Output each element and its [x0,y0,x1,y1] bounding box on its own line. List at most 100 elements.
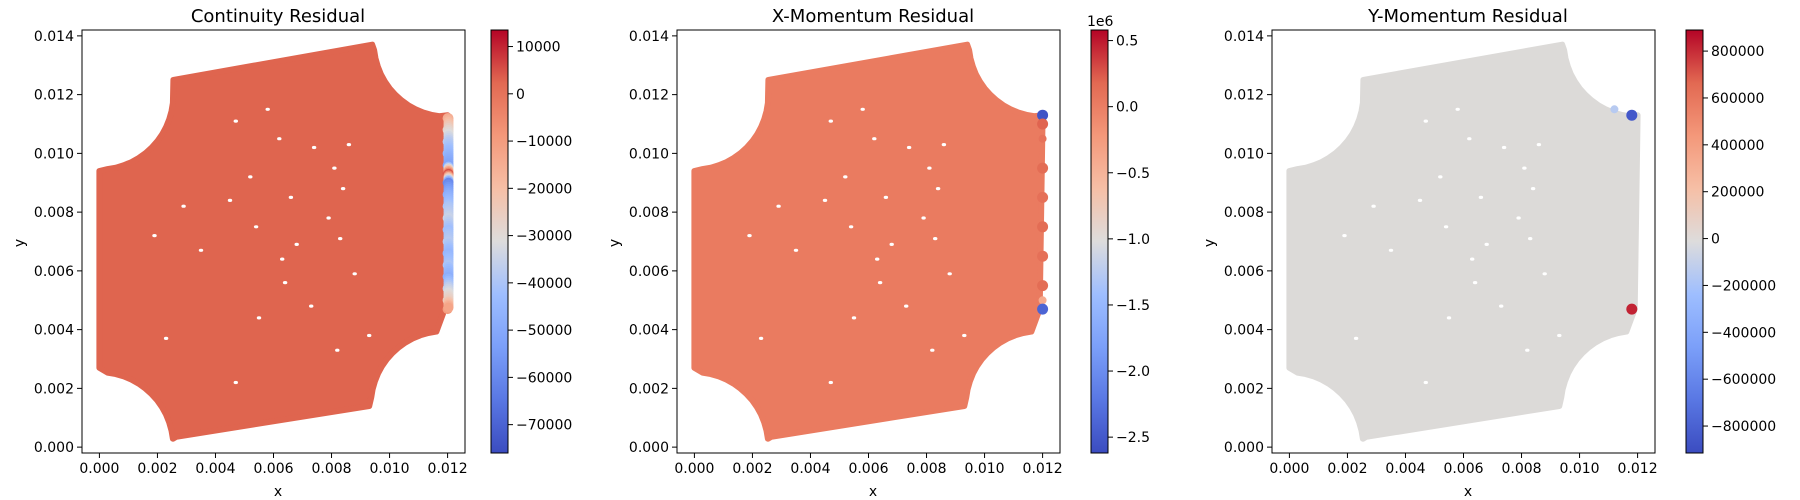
colorbar: 10000 0 −10000 −20000 −30000 −40000 −50000 −600… [490,29,572,454]
y-tick-label: 0.000 [629,440,669,456]
y-tick-label: 0.008 [1224,205,1264,221]
plot-area: 0.000 0.002 0.004 0.006 0.008 0.010 0.012 0.000… [34,29,468,477]
gap-speck [288,195,294,199]
colorbar-tick-label: −30000 [516,229,572,245]
gap-speck [227,198,233,202]
gap-speck [1388,248,1394,252]
gap-speck [1342,234,1347,238]
plot-area: 0.000 0.002 0.004 0.006 0.008 0.010 0.012 0.000… [629,29,1063,477]
y-tick-label: 0.012 [34,88,74,104]
y-tick-label: 0.010 [629,146,669,162]
colorbar-tick-label: 0.5 [1116,34,1138,50]
gap-speck [1423,380,1429,385]
gap-speck [828,119,833,123]
colorbar: 1e6 0.5 0.0 −0.5 −1.0 −1.5 −2.0 −2.5 [1087,14,1150,454]
gap-speck [335,348,340,352]
gap-speck [294,242,299,246]
colorbar-offset-label: 1e6 [1087,14,1114,30]
colorbar-tick-label: −70000 [516,418,572,434]
boundary-point [1610,105,1619,114]
x-tick-label: 0.010 [965,461,1005,477]
y-tick-label: 0.008 [34,205,74,221]
gap-speck [877,281,883,285]
x-tick-label: 0.006 [253,461,293,477]
scatter-points [691,41,1049,442]
gap-speck [1467,137,1472,141]
y-tick-label: 0.000 [34,440,74,456]
x-tick-label: 0.004 [790,461,830,477]
y-tick-label: 0.002 [629,381,669,397]
x-tick-label: 0.012 [1618,461,1658,477]
gap-speck [889,242,894,246]
gap-speck [758,336,764,340]
colorbar-tick-label: 400000 [1711,138,1764,154]
x-tick-label: 0.000 [79,461,119,477]
gap-speck [326,216,331,220]
y-tick-label: 0.000 [1224,440,1264,456]
chart-title: Continuity Residual [191,6,365,27]
boundary-point [1037,191,1049,203]
gap-speck [930,348,935,352]
gap-speck [822,198,828,202]
gap-speck [776,204,781,208]
gap-speck [282,281,288,285]
boundary-point [1038,134,1047,143]
gap-speck [181,204,186,208]
gap-speck [1522,166,1527,170]
gap-speck [860,107,865,111]
gap-speck [248,175,253,179]
x-tick-label: 0.002 [732,461,772,477]
gap-speck [340,187,346,191]
panel-continuity: Continuity Residual 0.000 0.002 0.004 0.006… [12,6,572,500]
x-axis-label: x [274,484,282,500]
gap-speck [1417,198,1423,202]
colorbar-tick-label: 0 [516,87,525,103]
y-tick-label: 0.002 [1224,381,1264,397]
y-tick-label: 0.006 [629,264,669,280]
y-tick-label: 0.008 [629,205,669,221]
gap-speck [828,380,833,385]
boundary-point [1037,250,1049,262]
colorbar-tick-label: −50000 [516,323,572,339]
plot-area: 0.000 0.002 0.004 0.006 0.008 0.010 0.012 0.000… [1224,29,1658,477]
y-tick-label: 0.012 [1224,88,1264,104]
gap-speck [1472,281,1478,285]
y-tick-label: 0.006 [34,264,74,280]
colorbar: 800000 600000 400000 200000 0 −200000 −400000 −… [1685,29,1776,454]
y-tick-label: 0.014 [34,29,74,45]
gap-speck [332,166,337,170]
colorbar-tick-label: −20000 [516,181,572,197]
colorbar-tick-label: 10000 [516,40,561,56]
gap-speck [1478,195,1484,199]
colorbar-tick-label: −10000 [516,134,572,150]
x-tick-label: 0.008 [311,461,351,477]
x-axis-label: x [869,484,877,500]
gap-speck [198,248,204,252]
chart-title: X-Momentum Residual [772,6,974,27]
chart-title: Y-Momentum Residual [1367,6,1568,27]
gap-speck [1353,336,1359,340]
gap-speck [256,316,262,320]
colorbar-gradient [1685,29,1704,454]
scatter-points [1286,41,1641,442]
colorbar-tick-label: −800000 [1711,419,1776,435]
x-tick-label: 0.010 [370,461,410,477]
gap-speck [904,304,909,308]
x-tick-label: 0.008 [1501,461,1541,477]
colorbar-tick-label: 200000 [1711,185,1764,201]
gap-speck [367,333,372,338]
boundary-point [1626,303,1638,315]
domain-points [1286,41,1641,442]
gap-speck [921,216,926,220]
gap-speck [338,237,343,241]
x-tick-label: 0.010 [1560,461,1600,477]
boundary-point [1037,162,1049,174]
colorbar-tick-label: −1.0 [1116,232,1150,248]
x-tick-label: 0.012 [428,461,468,477]
x-tick-label: 0.008 [906,461,946,477]
y-tick-label: 0.010 [34,146,74,162]
gap-speck [1525,348,1530,352]
gap-speck [872,137,877,141]
gap-speck [933,237,938,241]
